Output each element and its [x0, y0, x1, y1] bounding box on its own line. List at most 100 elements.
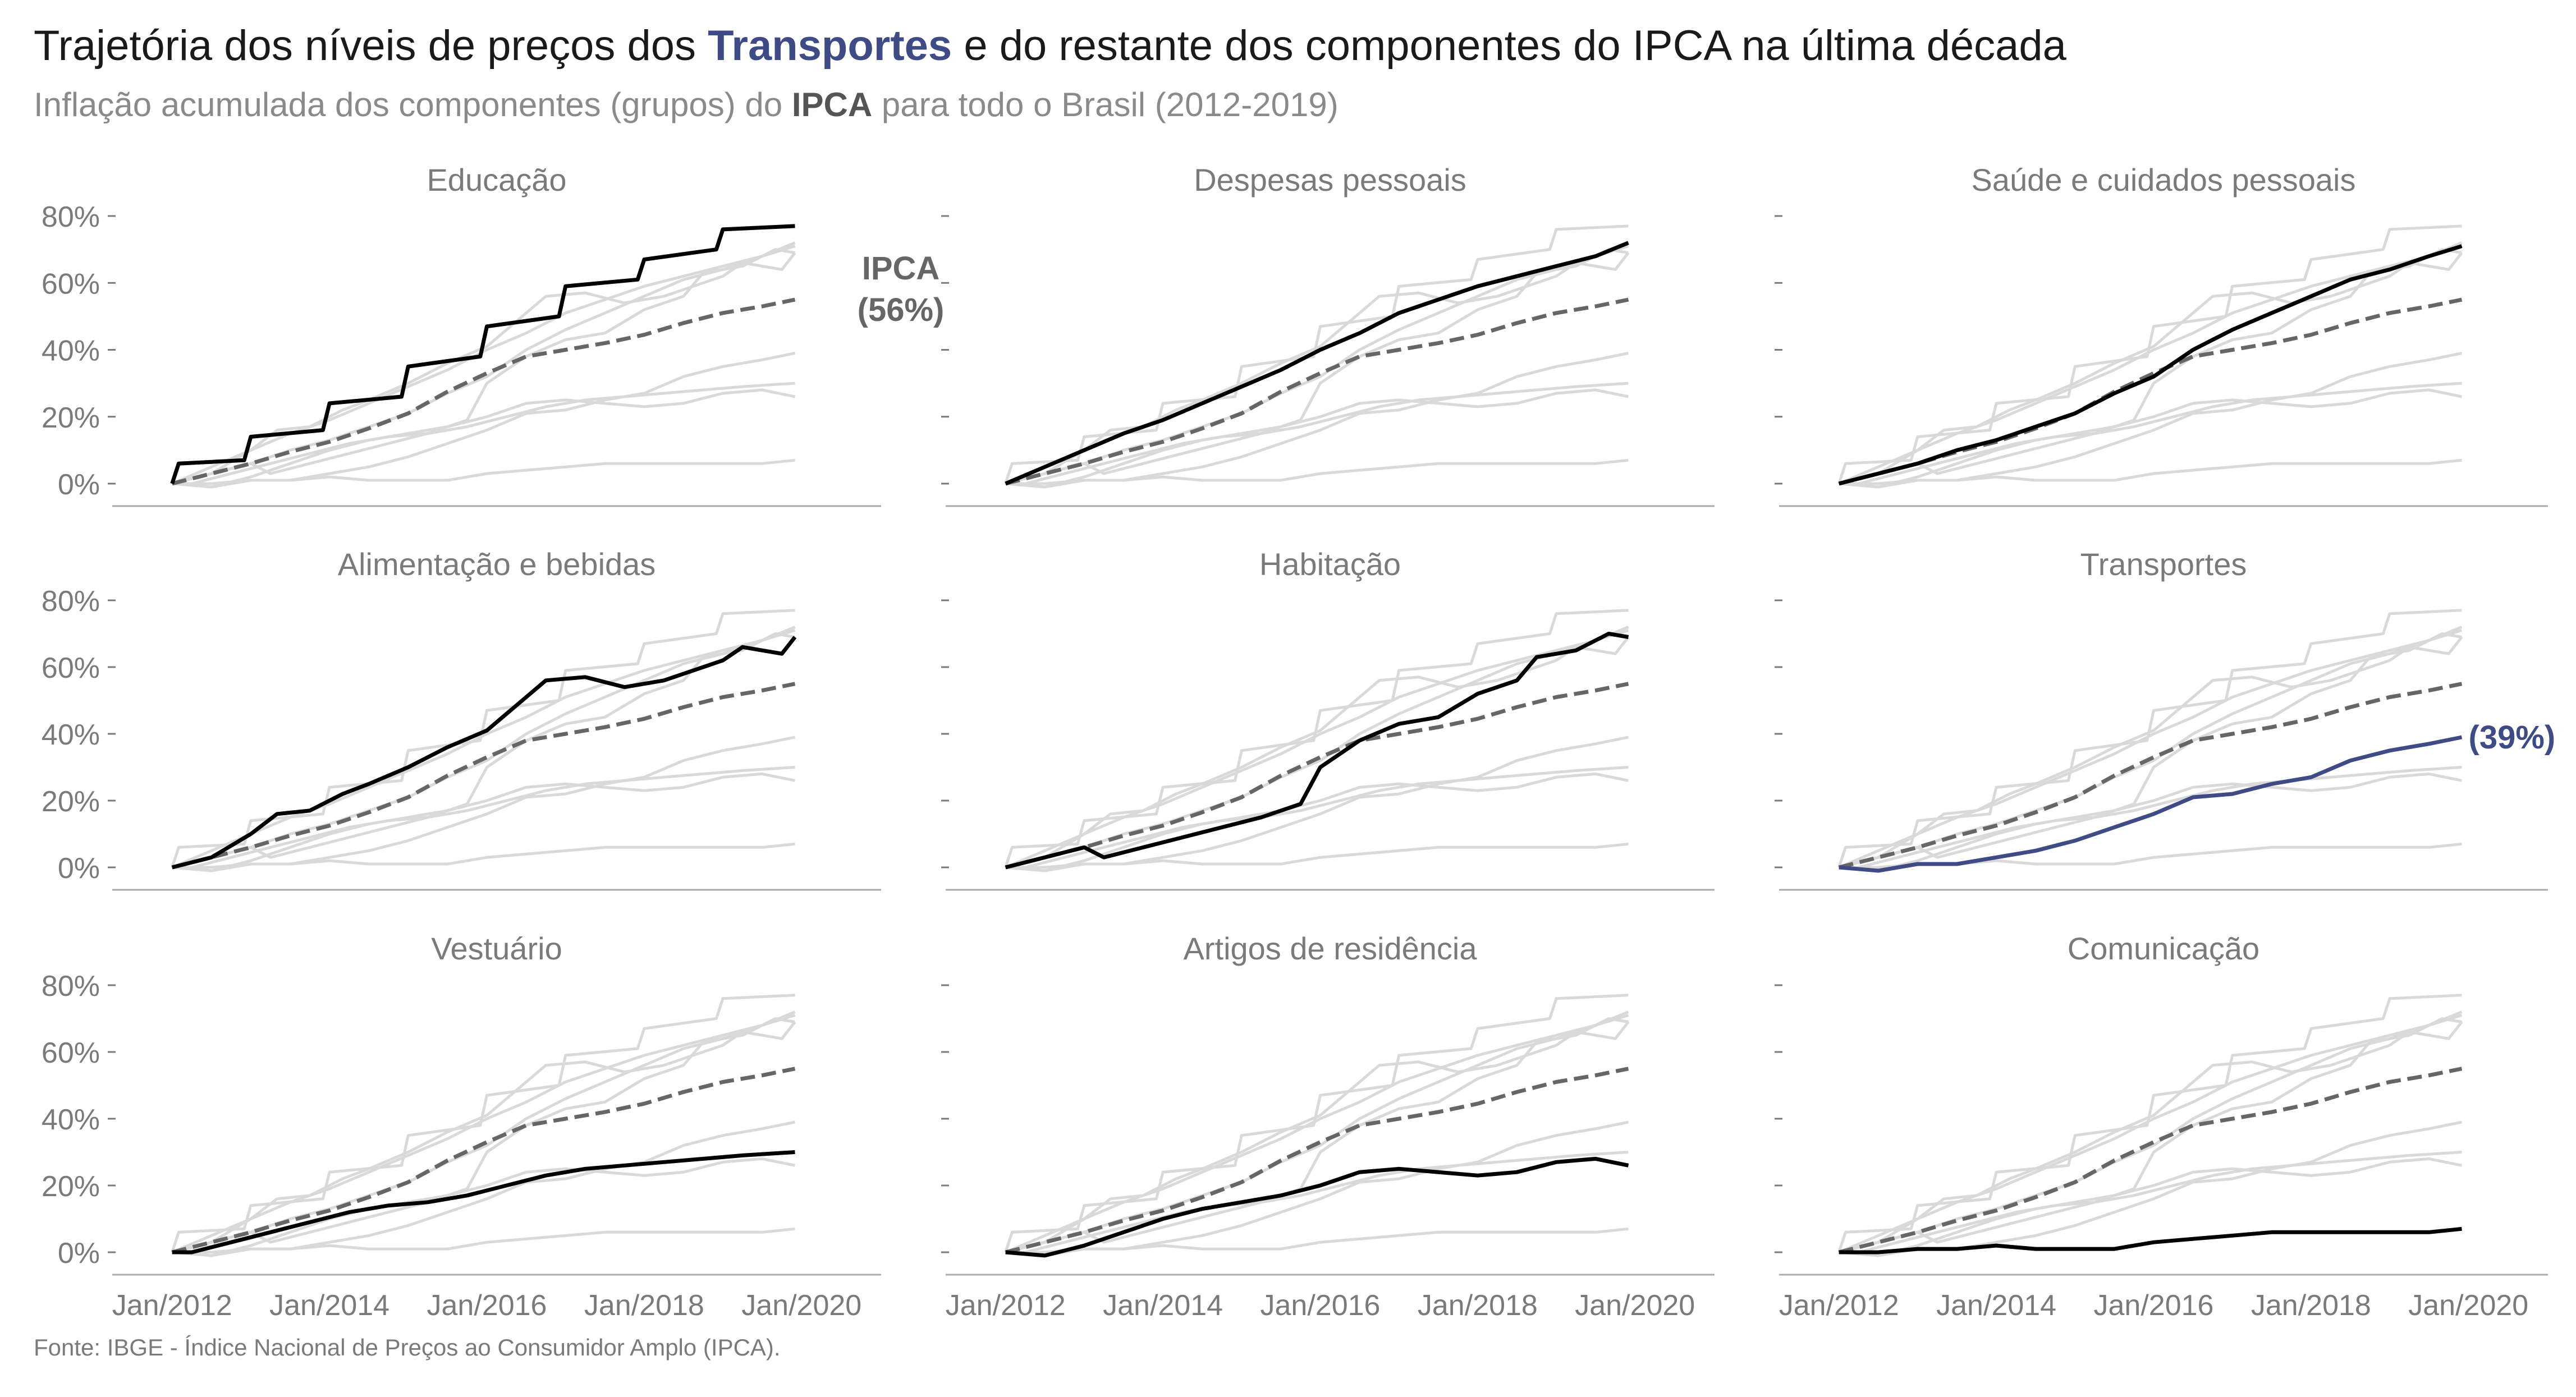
context-series-line	[172, 245, 796, 485]
x-tick-label: Jan/2016	[2093, 1289, 2213, 1322]
context-series-line	[1839, 772, 2462, 872]
focus-series-line	[1839, 735, 2463, 873]
y-tick-label: 20%	[42, 785, 100, 818]
focus-series-line	[1005, 632, 1629, 870]
context-series-line	[1839, 766, 2462, 869]
context-series-line	[172, 842, 795, 869]
title-highlight: Transportes	[708, 22, 952, 70]
context-series-line	[1005, 1010, 1629, 1254]
context-series-line	[1839, 1017, 2462, 1254]
subtitle-after: para todo o Brasil (2012-2019)	[881, 86, 1339, 123]
y-tick-label: 60%	[42, 268, 100, 300]
context-series-line	[1004, 994, 1629, 1253]
context-series-line	[172, 458, 795, 485]
y-tick-label: 0%	[58, 852, 100, 885]
context-series-line	[1005, 1021, 1630, 1254]
panel-title: Saúde e cuidados pessoais	[1972, 162, 2356, 197]
x-tick-label: Jan/2014	[269, 1289, 389, 1322]
context-series-line	[1838, 1010, 2463, 1254]
context-series-line	[172, 388, 796, 489]
context-series-line	[172, 766, 795, 869]
title-before: Trajetória dos níveis de preços dos	[34, 22, 696, 70]
ipca-series-line	[171, 1067, 796, 1254]
focus-series-line	[171, 636, 797, 870]
panel-title: Comunicação	[2068, 931, 2259, 966]
y-tick-label: 40%	[42, 335, 100, 367]
context-series-line	[1004, 224, 1629, 484]
x-tick-label: Jan/2018	[1418, 1289, 1538, 1322]
panel-title: Artigos de residência	[1184, 931, 1478, 966]
context-series-line	[171, 626, 796, 869]
context-series-line	[1005, 245, 1629, 485]
chart-title: Trajetória dos níveis de preços dos Tran…	[34, 21, 2066, 70]
y-tick-label: 80%	[42, 201, 100, 233]
context-series-line	[171, 609, 795, 868]
context-series-line	[1839, 1151, 2462, 1254]
context-series-line	[1839, 629, 2463, 869]
y-tick-label: 40%	[42, 1104, 100, 1136]
x-tick-label: Jan/2012	[946, 1289, 1066, 1322]
x-tick-label: Jan/2014	[1936, 1289, 2056, 1322]
context-series-line	[1839, 1157, 2462, 1257]
context-series-line	[1839, 382, 2462, 485]
transportes-annotation-value: (39%)	[2469, 719, 2556, 756]
context-series-line	[172, 1227, 795, 1254]
title-after: e do restante dos componentes do IPCA na…	[964, 22, 2066, 70]
x-tick-label: Jan/2020	[1575, 1289, 1695, 1322]
context-series-line	[172, 772, 795, 872]
context-series-line	[1839, 632, 2462, 869]
context-series-line	[1837, 609, 2462, 868]
context-series-line	[1005, 772, 1629, 872]
panel-title: Alimentação e bebidas	[338, 546, 656, 582]
context-series-line	[1005, 252, 1630, 485]
context-series-line	[1837, 994, 2462, 1253]
panel-title: Transportes	[2080, 546, 2247, 582]
x-tick-label: Jan/2020	[2408, 1289, 2528, 1322]
y-tick-label: 0%	[58, 468, 100, 501]
x-tick-label: Jan/2016	[427, 1289, 547, 1322]
context-series-line	[1005, 1227, 1629, 1254]
x-tick-label: Jan/2018	[2251, 1289, 2371, 1322]
context-series-line	[1005, 636, 1630, 869]
context-series-line	[1839, 458, 2462, 485]
focus-series-line	[1005, 241, 1629, 486]
context-series-line	[172, 1017, 795, 1254]
ipca-series-line	[1005, 682, 1629, 870]
context-series-line	[172, 1157, 795, 1257]
context-series-line	[1839, 1014, 2463, 1254]
context-series-line	[1005, 1014, 1629, 1254]
focus-series-line	[1839, 1226, 2462, 1254]
context-series-line	[1838, 241, 2463, 485]
context-series-line	[172, 632, 795, 869]
focus-series-line	[1838, 244, 2463, 486]
ipca-series-line	[1838, 1067, 2463, 1254]
context-series-line	[1839, 636, 2463, 869]
y-tick-label: 60%	[42, 1037, 100, 1069]
focus-series-line	[170, 224, 795, 485]
y-tick-label: 60%	[42, 652, 100, 684]
focus-series-line	[1005, 1156, 1629, 1258]
ipca-series-line	[1005, 1067, 1629, 1254]
context-series-line	[1837, 224, 2462, 484]
y-tick-label: 20%	[42, 402, 100, 434]
focus-series-line	[172, 1150, 795, 1254]
context-series-line	[1005, 1017, 1629, 1254]
context-series-line	[171, 1010, 796, 1254]
panel-title: Despesas pessoais	[1194, 162, 1466, 197]
context-series-line	[1839, 252, 2463, 485]
context-series-line	[172, 1021, 796, 1254]
x-tick-label: Jan/2016	[1260, 1289, 1380, 1322]
context-series-line	[1839, 388, 2463, 489]
x-tick-label: Jan/2020	[741, 1289, 861, 1322]
y-tick-label: 40%	[42, 719, 100, 751]
panel-title: Habitação	[1259, 546, 1401, 582]
ipca-series-line	[171, 297, 796, 486]
source-caption: Fonte: IBGE - Índice Nacional de Preços …	[34, 1334, 781, 1361]
ipca-annotation-label: IPCA	[862, 250, 940, 287]
context-series-line	[1005, 458, 1629, 485]
panel-title: Educação	[427, 162, 566, 197]
context-series-line	[172, 1014, 796, 1254]
chart-subtitle: Inflação acumulada dos componentes (grup…	[34, 85, 1339, 124]
context-series-line	[1005, 842, 1629, 869]
